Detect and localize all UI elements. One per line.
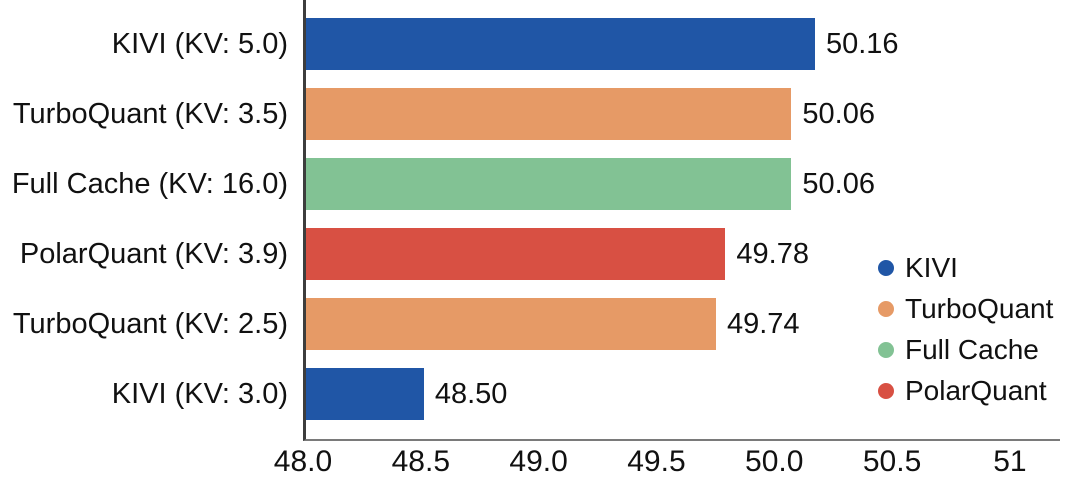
x-tick-label: 48.0 [273, 445, 333, 478]
bar [306, 368, 424, 420]
category-label: KIVI (KV: 5.0) [111, 28, 288, 60]
x-tick-label: 49.5 [627, 445, 686, 478]
category-label: KIVI (KV: 3.0) [111, 378, 288, 410]
x-tick-label: 49.0 [509, 445, 568, 478]
bar [306, 298, 716, 350]
bar [306, 158, 792, 210]
x-tick-label: 51 [993, 445, 1027, 478]
legend-item: Full Cache [878, 334, 1053, 365]
x-tick-label: 50.5 [862, 445, 922, 478]
legend-label: Full Cache [905, 333, 1039, 365]
legend-item: KIVI [878, 252, 1053, 283]
category-label: Full Cache (KV: 16.0) [11, 168, 288, 200]
category-label: PolarQuant (KV: 3.9) [19, 238, 288, 270]
bar [306, 228, 726, 280]
legend-color-dot-icon [878, 341, 894, 358]
bar-value-label: 49.74 [726, 308, 800, 340]
bar [306, 88, 792, 140]
bar-value-label: 48.50 [434, 378, 508, 410]
legend-color-dot-icon [878, 259, 894, 276]
legend-color-dot-icon [878, 300, 894, 317]
legend-color-dot-icon [878, 382, 894, 399]
legend-label: KIVI [905, 251, 958, 283]
legend-label: TurboQuant [905, 292, 1054, 324]
bar-value-label: 50.06 [802, 98, 875, 130]
legend-item: PolarQuant [878, 375, 1053, 406]
bar [306, 18, 815, 70]
plot-area [303, 0, 1060, 441]
bar-value-label: 49.78 [736, 238, 809, 270]
category-label: TurboQuant (KV: 2.5) [12, 308, 288, 340]
bar-value-label: 50.16 [825, 28, 899, 60]
legend-label: PolarQuant [905, 374, 1047, 406]
x-tick-label: 50.0 [745, 445, 804, 478]
x-tick-label: 48.5 [391, 445, 451, 478]
bar-value-label: 50.06 [802, 168, 875, 200]
category-label: TurboQuant (KV: 3.5) [12, 98, 288, 130]
legend-item: TurboQuant [878, 293, 1053, 324]
legend: KIVI TurboQuant Full Cache PolarQuant [878, 252, 1053, 406]
